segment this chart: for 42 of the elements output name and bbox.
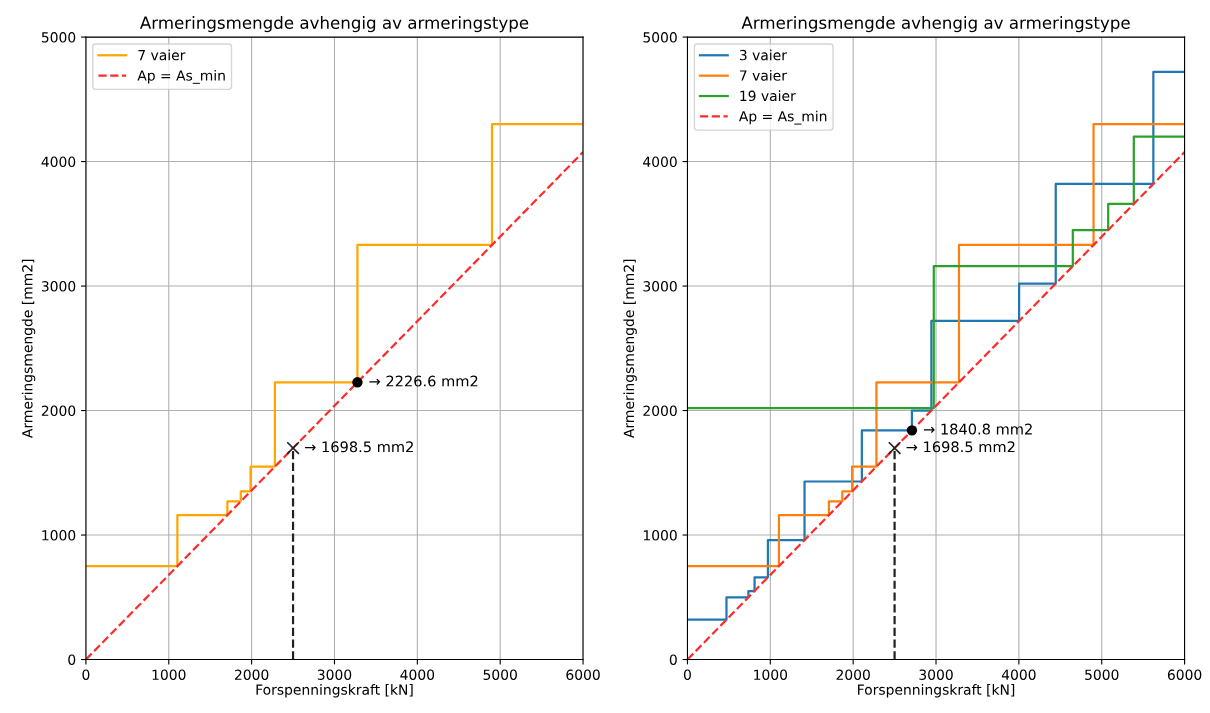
x-tick-label: 0	[82, 669, 90, 680]
legend-label: 7 vaier	[739, 69, 787, 81]
x-tick-label: 3000	[317, 669, 352, 680]
x-tick-label: 3000	[919, 669, 953, 680]
annotation: → 1698.5 mm2	[305, 441, 413, 453]
y-tick-label: 5000	[643, 32, 677, 43]
legend-label: 7 vaier	[138, 49, 186, 61]
y-tick-label: 0	[669, 654, 677, 665]
legend-label: 19 vaier	[740, 90, 796, 102]
y-tick-label: 1000	[643, 530, 677, 541]
x-tick-label: 0	[683, 669, 691, 680]
y-tick-label: 3000	[41, 281, 76, 292]
x-tick-label: 5000	[483, 669, 517, 680]
x-axis-title: Forspenningskraft [kN]	[858, 684, 1015, 698]
legend-label: Ap = As_min	[137, 69, 225, 84]
annotation: → 1840.8 mm2	[923, 423, 1032, 435]
chart-title: Armeringsmengde avhengig av armeringstype	[741, 16, 1130, 33]
x-axis-title: Forspenningskraft [kN]	[256, 684, 413, 698]
annotation: → 1698.5 mm2	[906, 441, 1015, 453]
legend-label: Ap = As_min	[738, 110, 827, 125]
annotation: → 2226.6 mm2	[369, 375, 478, 387]
y-tick-label: 2000	[643, 405, 677, 417]
chart-title: Armeringsmengde avhengig av armeringstype	[139, 16, 529, 33]
x-tick-label: 6000	[566, 669, 600, 680]
x-tick-label: 2000	[234, 669, 269, 680]
y-tick-label: 5000	[41, 32, 76, 43]
x-tick-label: 2000	[836, 669, 870, 680]
y-axis-title: Armeringsmengde [mm2]	[623, 259, 637, 439]
y-tick-label: 0	[68, 654, 76, 665]
x-tick-label: 5000	[1085, 669, 1119, 680]
x-tick-label: 1000	[152, 669, 186, 680]
legend-label: 3 vaier	[739, 49, 787, 61]
y-tick-label: 2000	[41, 405, 76, 417]
x-tick-label: 6000	[1167, 669, 1202, 680]
x-tick-label: 1000	[754, 669, 788, 680]
x-tick-label: 4000	[1001, 669, 1036, 680]
y-tick-label: 3000	[643, 281, 677, 292]
y-tick-label: 1000	[42, 530, 76, 541]
x-tick-label: 4000	[400, 669, 435, 680]
y-axis-title: Armeringsmengde [mm2]	[21, 259, 36, 439]
y-tick-label: 4000	[643, 156, 677, 168]
y-tick-label: 4000	[41, 156, 76, 168]
